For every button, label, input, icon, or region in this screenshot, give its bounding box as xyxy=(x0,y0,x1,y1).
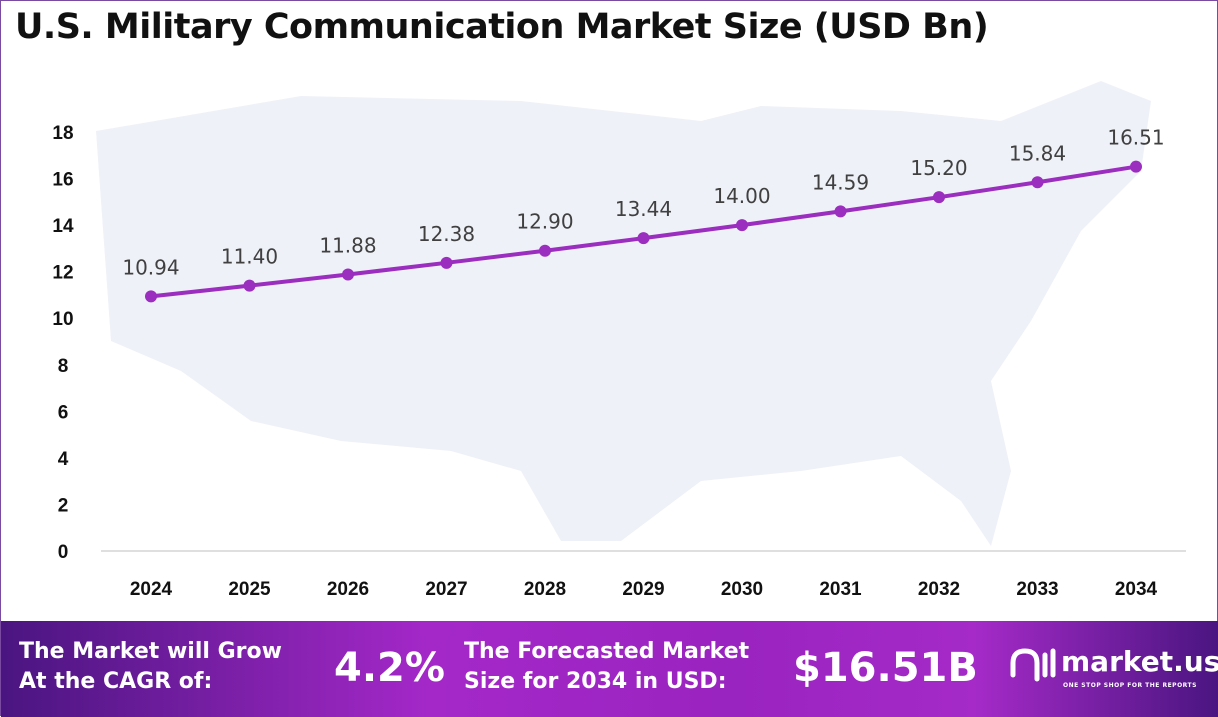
x-tick-label: 2033 xyxy=(1016,579,1058,600)
cagr-value: 4.2% xyxy=(334,645,445,691)
x-tick-label: 2031 xyxy=(819,579,862,600)
y-tick-label: 6 xyxy=(58,402,69,423)
chart-title: U.S. Military Communication Market Size … xyxy=(15,7,989,47)
data-label: 15.84 xyxy=(1009,141,1066,165)
data-label: 15.20 xyxy=(910,156,967,180)
y-tick-label: 4 xyxy=(58,449,69,470)
data-label: 14.00 xyxy=(713,184,770,208)
y-tick-label: 12 xyxy=(52,263,73,284)
market-us-logo: market.us ONE STOP SHOP FOR THE REPORTS xyxy=(1009,645,1218,693)
data-point xyxy=(933,191,945,204)
forecast-label: The Forecasted Market Size for 2034 in US… xyxy=(464,639,750,694)
data-label: 12.38 xyxy=(418,222,475,246)
data-point xyxy=(145,290,157,303)
cagr-label: The Market will Grow At the CAGR of: xyxy=(19,639,282,694)
y-tick-label: 8 xyxy=(58,356,69,377)
data-point xyxy=(1130,160,1142,173)
data-label: 12.90 xyxy=(516,210,573,234)
data-point xyxy=(243,279,256,292)
data-point xyxy=(1031,176,1044,189)
x-tick-label: 2025 xyxy=(228,579,271,600)
forecast-value: $16.51B xyxy=(793,645,978,691)
data-point xyxy=(834,205,847,218)
y-tick-label: 14 xyxy=(52,216,74,237)
y-tick-label: 10 xyxy=(52,309,73,330)
y-tick-label: 16 xyxy=(52,170,73,191)
y-tick-label: 0 xyxy=(58,542,69,563)
x-tick-label: 2034 xyxy=(1115,579,1158,600)
data-label: 14.59 xyxy=(812,170,869,194)
x-tick-label: 2029 xyxy=(622,579,664,600)
x-tick-label: 2030 xyxy=(721,579,763,600)
x-tick-label: 2027 xyxy=(425,579,467,600)
us-map-background xyxy=(96,81,1151,546)
data-point xyxy=(440,256,453,269)
data-point xyxy=(539,244,551,257)
logo-icon xyxy=(1010,648,1056,682)
y-tick-label: 18 xyxy=(52,123,73,144)
x-tick-label: 2026 xyxy=(327,579,369,600)
x-tick-label: 2028 xyxy=(524,579,566,600)
data-label: 10.94 xyxy=(122,255,179,279)
y-tick-label: 2 xyxy=(58,495,69,516)
data-point xyxy=(736,219,748,232)
data-label: 13.44 xyxy=(615,197,672,221)
footer-banner: The Market will Grow At the CAGR of: 4.2%… xyxy=(1,621,1218,717)
x-tick-label: 2024 xyxy=(130,579,173,600)
line-chart: 0 2 4 6 8 10 12 14 16 18 2024 2025 2026 2027 2028 2029 2… xyxy=(52,81,1186,600)
data-label: 11.88 xyxy=(319,233,376,257)
data-point xyxy=(342,268,354,281)
x-tick-label: 2032 xyxy=(918,579,960,600)
data-label: 16.51 xyxy=(1107,126,1164,150)
data-point xyxy=(637,232,650,245)
data-label: 11.40 xyxy=(221,245,278,269)
